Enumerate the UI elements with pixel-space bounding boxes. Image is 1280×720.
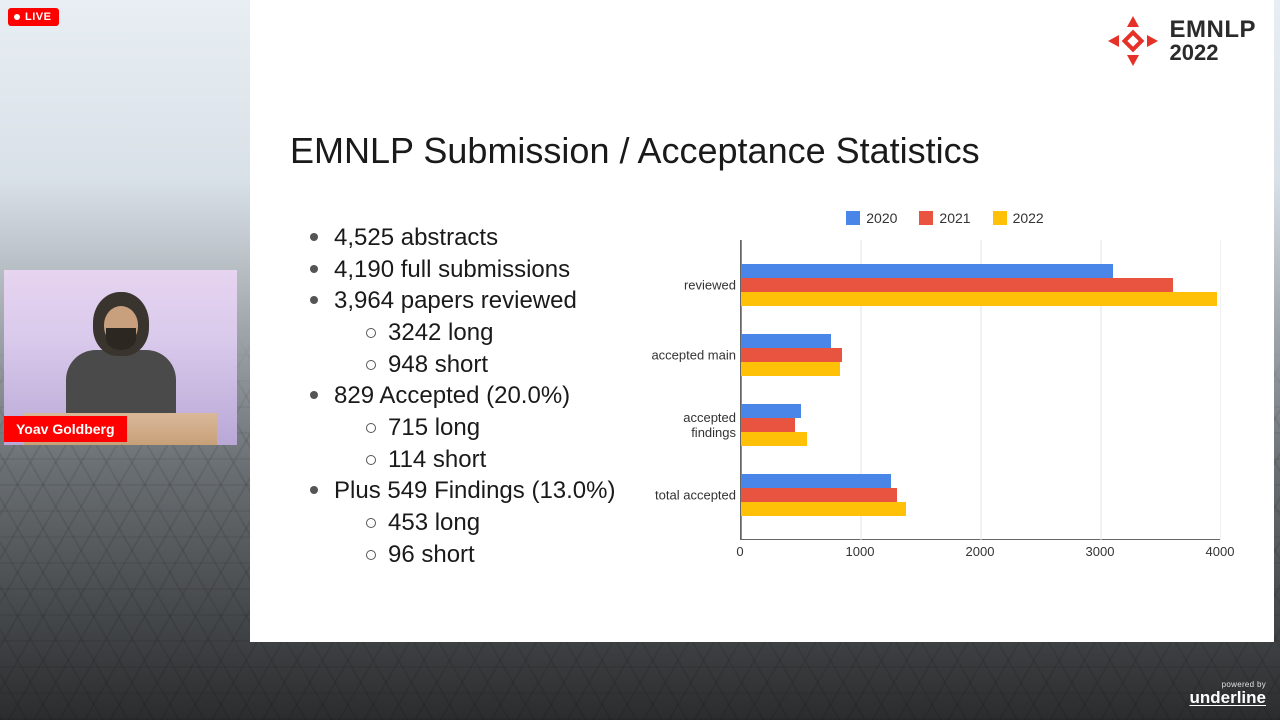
underline-watermark: powered by underline — [1189, 681, 1266, 706]
y-category-label: total accepted — [640, 488, 736, 503]
speaker-name-label: Yoav Goldberg — [4, 416, 127, 442]
legend-item: 2022 — [993, 210, 1044, 226]
legend-label: 2022 — [1013, 210, 1044, 226]
bar — [741, 362, 840, 376]
bullet-item: Plus 549 Findings (13.0%) 453 long 96 shor… — [300, 475, 670, 570]
bullet-item: 829 Accepted (20.0%) 715 long 114 short — [300, 380, 670, 475]
bar — [741, 278, 1173, 292]
sub-bullet-text: 453 long — [388, 509, 480, 536]
bar — [741, 418, 795, 432]
bar — [741, 502, 906, 516]
sub-bullet-item: 96 short — [346, 539, 670, 571]
bar — [741, 432, 807, 446]
legend-label: 2021 — [939, 210, 970, 226]
bullet-item: 4,525 abstracts — [300, 222, 670, 254]
watermark-powered: powered by — [1189, 681, 1266, 689]
legend-label: 2020 — [866, 210, 897, 226]
bar — [741, 404, 801, 418]
sub-bullet-item: 453 long — [346, 507, 670, 539]
sub-bullet-item: 3242 long — [346, 317, 670, 349]
y-category-label: reviewed — [640, 278, 736, 293]
bullet-text: 4,190 full submissions — [334, 256, 570, 283]
sub-bullet-text: 96 short — [388, 541, 475, 568]
x-tick-label: 2000 — [966, 544, 995, 559]
x-tick-label: 3000 — [1086, 544, 1115, 559]
x-tick-label: 1000 — [846, 544, 875, 559]
conference-year: 2022 — [1170, 42, 1257, 64]
bullet-text: 3,964 papers reviewed — [334, 287, 577, 314]
chart-bars — [741, 240, 1220, 539]
emnlp-mark-icon — [1106, 14, 1160, 68]
bar — [741, 292, 1217, 306]
bar — [741, 474, 891, 488]
y-category-label: accepted findings — [640, 410, 736, 440]
bullet-list: 4,525 abstracts4,190 full submissions3,9… — [300, 222, 670, 570]
slide-title: EMNLP Submission / Acceptance Statistics — [290, 130, 980, 172]
watermark-brand: underline — [1189, 689, 1266, 706]
bullet-item: 4,190 full submissions — [300, 254, 670, 286]
bar — [741, 488, 897, 502]
sub-bullet-item: 114 short — [346, 444, 670, 476]
sub-bullet-text: 948 short — [388, 351, 488, 378]
bar-group — [741, 474, 1220, 516]
bar — [741, 348, 842, 362]
bullet-text: 829 Accepted (20.0%) — [334, 382, 570, 409]
conference-logo: EMNLP 2022 — [1106, 14, 1257, 68]
y-category-label: accepted main — [640, 348, 736, 363]
bullet-item: 3,964 papers reviewed 3242 long 948 short — [300, 285, 670, 380]
chart-x-ticks: 01000200030004000 — [740, 544, 1220, 564]
sub-bullet-item: 715 long — [346, 412, 670, 444]
live-label: LIVE — [25, 11, 51, 23]
sub-bullet-text: 114 short — [388, 446, 486, 473]
conference-name: EMNLP — [1170, 18, 1257, 42]
sub-bullet-text: 3242 long — [388, 319, 493, 346]
live-badge: LIVE — [8, 8, 59, 26]
stats-chart: 2020 2021 2022 reviewed accepted main accept… — [640, 210, 1250, 580]
bar — [741, 264, 1113, 278]
legend-swatch-icon — [919, 211, 933, 225]
bar-group — [741, 404, 1220, 446]
legend-swatch-icon — [846, 211, 860, 225]
bullet-text: 4,525 abstracts — [334, 224, 498, 251]
speaker-figure — [61, 292, 181, 417]
sub-bullet-item: 948 short — [346, 349, 670, 381]
legend-item: 2021 — [919, 210, 970, 226]
chart-y-labels: reviewed accepted main accepted findings to… — [640, 240, 736, 540]
legend-item: 2020 — [846, 210, 897, 226]
presentation-slide: EMNLP 2022 EMNLP Submission / Acceptance… — [250, 0, 1274, 642]
chart-legend: 2020 2021 2022 — [640, 210, 1250, 226]
chart-plot-area — [740, 240, 1220, 540]
bar-group — [741, 264, 1220, 306]
bullet-text: Plus 549 Findings (13.0%) — [334, 477, 615, 504]
live-dot-icon — [14, 14, 20, 20]
bar-group — [741, 334, 1220, 376]
bar — [741, 334, 831, 348]
legend-swatch-icon — [993, 211, 1007, 225]
x-tick-label: 0 — [736, 544, 743, 559]
x-tick-label: 4000 — [1206, 544, 1235, 559]
sub-bullet-text: 715 long — [388, 414, 480, 441]
